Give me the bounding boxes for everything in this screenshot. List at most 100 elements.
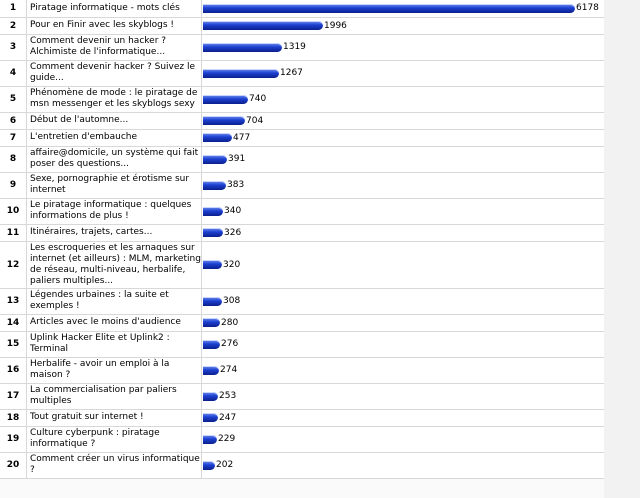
rank-number: 4 bbox=[0, 60, 27, 87]
bar-mark bbox=[203, 116, 245, 125]
bar-mark bbox=[203, 42, 282, 52]
bar-cell: 202 bbox=[201, 452, 604, 479]
bar-cell: 704 bbox=[201, 112, 604, 130]
bar-mark bbox=[203, 365, 219, 375]
bar-cell: 477 bbox=[201, 129, 604, 147]
ranking-table: 1 Piratage informatique - mots clés 6178 2 P… bbox=[0, 0, 604, 479]
rank-number: 7 bbox=[0, 129, 27, 147]
category-label[interactable]: Pour en Finir avec les skyblogs ! bbox=[26, 17, 202, 35]
rank-number: 20 bbox=[0, 452, 27, 479]
chart-row: 13 Légendes urbaines : la suite et exempl… bbox=[0, 288, 604, 315]
category-label[interactable]: La commercialisation par paliers multipl… bbox=[26, 383, 202, 410]
category-label[interactable]: Comment créer un virus informatique ? bbox=[26, 452, 202, 479]
bar-mark bbox=[203, 318, 220, 327]
value-label: 383 bbox=[227, 180, 245, 190]
category-label[interactable]: Sexe, pornographie et érotisme sur inter… bbox=[26, 172, 202, 199]
bar-wrapper: 326 bbox=[202, 228, 604, 238]
bar-cell: 274 bbox=[201, 357, 604, 384]
chart-row: 5 Phénomène de mode : le piratage de msn … bbox=[0, 86, 604, 113]
bar-wrapper: 229 bbox=[202, 434, 604, 444]
category-label[interactable]: Phénomène de mode : le piratage de msn m… bbox=[26, 86, 202, 113]
rank-number: 1 bbox=[0, 0, 27, 18]
bar-cell: 247 bbox=[201, 409, 604, 427]
category-label[interactable]: Itinéraires, trajets, cartes... bbox=[26, 224, 202, 242]
category-label[interactable]: Comment devenir hacker ? Suivez le guide… bbox=[26, 60, 202, 87]
category-label[interactable]: Herbalife - avoir un emploi à la maison … bbox=[26, 357, 202, 384]
category-label[interactable]: L'entretien d'embauche bbox=[26, 129, 202, 147]
value-label: 740 bbox=[249, 94, 267, 104]
bar-wrapper: 340 bbox=[202, 206, 604, 216]
value-label: 253 bbox=[219, 391, 237, 401]
category-label[interactable]: Uplink Hacker Elite et Uplink2 : Termina… bbox=[26, 331, 202, 358]
category-label[interactable]: Piratage informatique - mots clés bbox=[26, 0, 202, 18]
bar-cell: 1996 bbox=[201, 17, 604, 35]
rank-number: 6 bbox=[0, 112, 27, 130]
rank-number: 14 bbox=[0, 314, 27, 332]
bar-cell: 6178 bbox=[201, 0, 604, 18]
category-label[interactable]: Le piratage informatique : quelques info… bbox=[26, 198, 202, 225]
bar-cell: 1319 bbox=[201, 34, 604, 61]
bar-wrapper: 1267 bbox=[202, 68, 604, 78]
category-label[interactable]: Articles avec le moins d'audience bbox=[26, 314, 202, 332]
bar-mark bbox=[203, 94, 248, 104]
bar-cell: 229 bbox=[201, 426, 604, 453]
chart-row: 9 Sexe, pornographie et érotisme sur inte… bbox=[0, 172, 604, 199]
rank-number: 12 bbox=[0, 241, 27, 289]
rank-number: 3 bbox=[0, 34, 27, 61]
chart-row: 8 affaire@domicile, un système qui fait p… bbox=[0, 146, 604, 173]
value-label: 704 bbox=[246, 115, 264, 126]
category-label[interactable]: affaire@domicile, un système qui fait po… bbox=[26, 146, 202, 173]
rank-number: 18 bbox=[0, 409, 27, 427]
bar-mark bbox=[203, 434, 217, 444]
value-label: 6178 bbox=[576, 3, 599, 14]
bar-cell: 383 bbox=[201, 172, 604, 199]
rank-number: 17 bbox=[0, 383, 27, 410]
bar-wrapper: 391 bbox=[202, 154, 604, 164]
bar-wrapper: 274 bbox=[202, 365, 604, 375]
bar-cell: 391 bbox=[201, 146, 604, 173]
value-label: 308 bbox=[223, 296, 241, 306]
bar-cell: 340 bbox=[201, 198, 604, 225]
bar-mark bbox=[203, 260, 222, 269]
rank-number: 15 bbox=[0, 331, 27, 358]
category-label[interactable]: Tout gratuit sur internet ! bbox=[26, 409, 202, 427]
category-label[interactable]: Les escroqueries et les arnaques sur int… bbox=[26, 241, 202, 289]
chart-row: 16 Herbalife - avoir un emploi à la maiso… bbox=[0, 357, 604, 384]
category-label[interactable]: Culture cyberpunk : piratage informatiqu… bbox=[26, 426, 202, 453]
category-label[interactable]: Comment devenir un hacker ? Alchimiste d… bbox=[26, 34, 202, 61]
rank-number: 9 bbox=[0, 172, 27, 199]
bar-wrapper: 1319 bbox=[202, 42, 604, 52]
value-label: 391 bbox=[228, 154, 246, 164]
rank-number: 11 bbox=[0, 224, 27, 242]
category-label[interactable]: Début de l'automne... bbox=[26, 112, 202, 130]
chart-row: 10 Le piratage informatique : quelques in… bbox=[0, 198, 604, 225]
ranking-rows: 1 Piratage informatique - mots clés 6178 2 P… bbox=[0, 0, 604, 479]
value-label: 229 bbox=[218, 434, 236, 444]
bar-wrapper: 704 bbox=[202, 116, 604, 126]
bar-wrapper: 308 bbox=[202, 296, 604, 306]
bar-mark bbox=[203, 460, 215, 470]
chart-row: 1 Piratage informatique - mots clés 6178 bbox=[0, 0, 604, 18]
bar-wrapper: 276 bbox=[202, 339, 604, 349]
value-label: 340 bbox=[224, 206, 242, 216]
value-label: 280 bbox=[221, 317, 239, 328]
bar-mark bbox=[203, 413, 218, 422]
chart-row: 6 Début de l'automne... 704 bbox=[0, 112, 604, 130]
value-label: 477 bbox=[233, 132, 251, 143]
page-margin bbox=[604, 0, 640, 498]
bar-mark bbox=[203, 339, 220, 349]
bar-mark bbox=[203, 206, 223, 216]
rank-number: 13 bbox=[0, 288, 27, 315]
bar-wrapper: 477 bbox=[202, 133, 604, 143]
bar-cell: 276 bbox=[201, 331, 604, 358]
chart-row: 14 Articles avec le moins d'audience 280 bbox=[0, 314, 604, 332]
rank-number: 8 bbox=[0, 146, 27, 173]
rank-number: 16 bbox=[0, 357, 27, 384]
bar-cell: 308 bbox=[201, 288, 604, 315]
chart-row: 20 Comment créer un virus informatique ? 2… bbox=[0, 452, 604, 479]
bar-mark bbox=[203, 133, 232, 142]
bar-wrapper: 740 bbox=[202, 94, 604, 104]
category-label[interactable]: Légendes urbaines : la suite et exemples… bbox=[26, 288, 202, 315]
bar-cell: 326 bbox=[201, 224, 604, 242]
chart-row: 2 Pour en Finir avec les skyblogs ! 1996 bbox=[0, 17, 604, 35]
